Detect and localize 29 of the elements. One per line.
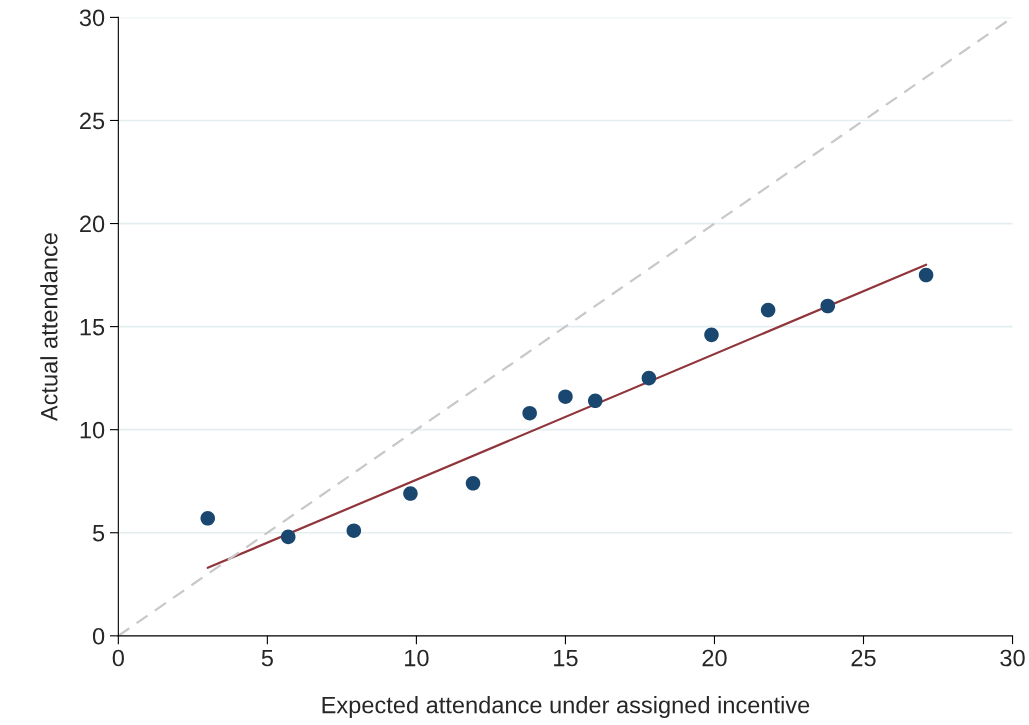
point <box>465 476 481 491</box>
x-tick-label: 0 <box>112 649 124 667</box>
y-tick-label: 20 <box>80 215 105 233</box>
y-tick-label: 15 <box>80 318 105 336</box>
y-tick-label: 0 <box>92 627 105 645</box>
y-tick-label: 5 <box>92 525 105 542</box>
y-tick-label: 30 <box>79 9 105 27</box>
point <box>704 327 719 343</box>
point <box>558 389 573 404</box>
x-tick-label: 20 <box>702 649 727 667</box>
point <box>280 529 296 545</box>
point <box>346 523 362 538</box>
point <box>403 486 418 501</box>
y-tick-label: 25 <box>80 112 105 130</box>
x-axis-title: Expected attendance under assigned incentive <box>322 696 810 719</box>
point <box>522 405 537 421</box>
x-tick-label: 5 <box>261 649 273 667</box>
point <box>760 302 776 318</box>
x-tick-label: 25 <box>851 649 876 667</box>
point <box>200 511 216 526</box>
x-tick-label: 30 <box>1000 649 1025 667</box>
point <box>587 393 603 409</box>
point <box>820 298 836 314</box>
y-tick-label: 10 <box>80 421 105 439</box>
x-tick-label: 15 <box>554 649 578 667</box>
point <box>918 267 934 283</box>
x-tick-label: 10 <box>405 649 429 667</box>
y-axis-title: Actual attendance <box>40 233 58 422</box>
point <box>641 370 657 386</box>
